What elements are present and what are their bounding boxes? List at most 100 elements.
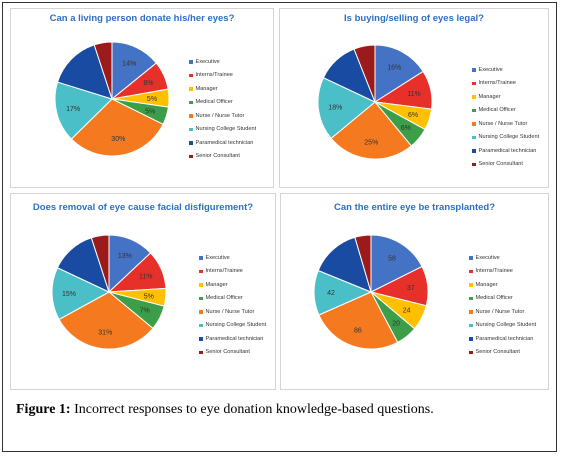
slice-data-label: 5% bbox=[144, 293, 154, 300]
legend-item: Interns/Trainee bbox=[199, 265, 266, 279]
legend-label: Nursing College Student bbox=[475, 322, 537, 329]
pie-slice-executive bbox=[111, 41, 157, 101]
slice-data-label: 24 bbox=[403, 308, 411, 315]
slice-data-label: 6% bbox=[408, 112, 418, 119]
legend-swatch bbox=[469, 256, 473, 260]
slice-data-label: 16% bbox=[387, 64, 401, 71]
legend-label: Medical Officer bbox=[475, 295, 513, 302]
slice-data-label: 14% bbox=[122, 60, 136, 67]
legend-swatch bbox=[189, 141, 193, 145]
legend-label: Senior Consultant bbox=[475, 349, 520, 356]
chart-title-3: Does removal of eye cause facial disfigu… bbox=[32, 202, 254, 213]
legend-label: Nurse / Nurse Tutor bbox=[478, 120, 528, 127]
slice-data-label: 31% bbox=[98, 329, 112, 336]
legend-item: Nurse / Nurse Tutor bbox=[199, 305, 266, 319]
legend-swatch bbox=[472, 122, 476, 126]
legend-label: Nurse / Nurse Tutor bbox=[195, 112, 245, 119]
legend-swatch bbox=[472, 81, 476, 85]
legend-item: Manager bbox=[472, 90, 539, 104]
slice-data-label: 15% bbox=[62, 291, 76, 298]
legend-label: Paramedical technician bbox=[195, 139, 254, 146]
legend-swatch bbox=[472, 162, 476, 166]
legend-label: Senior Consultant bbox=[195, 153, 240, 160]
legend-swatch bbox=[199, 269, 203, 273]
legend-swatch bbox=[469, 337, 473, 341]
slice-data-label: 13% bbox=[118, 253, 132, 260]
legend-swatch bbox=[199, 283, 203, 287]
slice-data-label: 5% bbox=[147, 96, 157, 103]
legend-4: Executive Interns/Trainee Manager Medical O… bbox=[469, 251, 536, 359]
chart-panel-1: Can a living person donate his/her eyes?… bbox=[10, 8, 274, 188]
pie-chart-3: 13% 11% 5% 7% 31% 15% bbox=[51, 234, 167, 350]
legend-swatch bbox=[189, 127, 193, 131]
legend-label: Senior Consultant bbox=[205, 349, 250, 356]
slice-data-label: 11% bbox=[407, 91, 421, 98]
legend-label: Executive bbox=[478, 66, 503, 73]
legend-label: Interns/Trainee bbox=[475, 268, 513, 275]
pie-slice-senior-consultant bbox=[93, 41, 113, 100]
pie-slice-paramedical-technician bbox=[317, 236, 372, 293]
legend-swatch bbox=[199, 350, 203, 354]
legend-label: Manager bbox=[475, 281, 498, 288]
legend-item: Medical Officer bbox=[472, 104, 539, 118]
legend-item: Medical Officer bbox=[199, 292, 266, 306]
legend-swatch bbox=[199, 296, 203, 300]
legend-label: Paramedical technician bbox=[478, 147, 537, 154]
legend-swatch bbox=[472, 68, 476, 72]
pie-slice-nurse-nurse-tutor bbox=[70, 98, 164, 157]
legend-label: Nursing College Student bbox=[195, 126, 257, 133]
legend-swatch bbox=[189, 87, 193, 91]
legend-label: Nursing College Student bbox=[478, 134, 540, 141]
legend-swatch bbox=[199, 337, 203, 341]
caption-label: Figure 1: bbox=[16, 402, 71, 417]
legend-label: Executive bbox=[205, 254, 230, 261]
legend-item: Interns/Trainee bbox=[469, 265, 536, 279]
chart-title-4: Can the entire eye be transplanted? bbox=[333, 202, 495, 213]
legend-label: Executive bbox=[195, 58, 220, 65]
pie-slice-executive bbox=[374, 44, 424, 103]
legend-label: Manager bbox=[478, 93, 501, 100]
pie-slice-nurse-nurse-tutor bbox=[318, 291, 399, 350]
legend-label: Nursing College Student bbox=[205, 322, 267, 329]
legend-item: Nursing College Student bbox=[472, 131, 539, 145]
caption-text: Incorrect responses to eye donation know… bbox=[74, 402, 434, 417]
pie-slice-nurse-nurse-tutor bbox=[330, 101, 413, 160]
legend-swatch bbox=[189, 73, 193, 77]
slice-data-label: 8% bbox=[143, 80, 153, 87]
pie-slice-nursing-college-student bbox=[317, 77, 376, 140]
legend-item: Paramedical technician bbox=[189, 136, 256, 150]
pie-chart-2: 16% 11% 6% 6% 25% 18% bbox=[317, 44, 433, 160]
slice-data-label: 11% bbox=[139, 274, 153, 281]
slice-data-label: 20 bbox=[392, 321, 400, 328]
legend-label: Interns/Trainee bbox=[205, 268, 243, 275]
legend-label: Medical Officer bbox=[205, 295, 243, 302]
slice-data-label: 42 bbox=[327, 290, 335, 297]
legend-label: Interns/Trainee bbox=[478, 80, 516, 87]
legend-item: Nursing College Student bbox=[199, 319, 266, 333]
slice-data-label: 6% bbox=[401, 125, 411, 132]
pie-slice-senior-consultant bbox=[353, 44, 376, 103]
legend-label: Paramedical technician bbox=[205, 335, 264, 342]
legend-item: Nurse / Nurse Tutor bbox=[469, 305, 536, 319]
legend-label: Medical Officer bbox=[195, 99, 233, 106]
legend-swatch bbox=[472, 95, 476, 99]
legend-item: Paramedical technician bbox=[469, 332, 536, 346]
legend-swatch bbox=[199, 310, 203, 314]
legend-item: Manager bbox=[199, 278, 266, 292]
legend-swatch bbox=[199, 323, 203, 327]
pie-slice-executive bbox=[370, 234, 423, 293]
legend-label: Paramedical technician bbox=[475, 335, 534, 342]
legend-swatch bbox=[472, 149, 476, 153]
chart-panel-2: Is buying/selling of eyes legal? 16% 11% 6… bbox=[279, 8, 549, 188]
legend-item: Manager bbox=[469, 278, 536, 292]
legend-swatch bbox=[469, 310, 473, 314]
legend-label: Medical Officer bbox=[478, 107, 516, 114]
pie-slice-nursing-college-student bbox=[54, 81, 113, 140]
slice-data-label: 37 bbox=[407, 285, 415, 292]
legend-label: Manager bbox=[195, 85, 218, 92]
legend-swatch bbox=[189, 100, 193, 104]
legend-item: Interns/Trainee bbox=[189, 69, 256, 83]
legend-item: Senior Consultant bbox=[189, 150, 256, 164]
legend-label: Nurse / Nurse Tutor bbox=[475, 308, 525, 315]
legend-1: Executive Interns/Trainee Manager Medical O… bbox=[189, 55, 256, 163]
